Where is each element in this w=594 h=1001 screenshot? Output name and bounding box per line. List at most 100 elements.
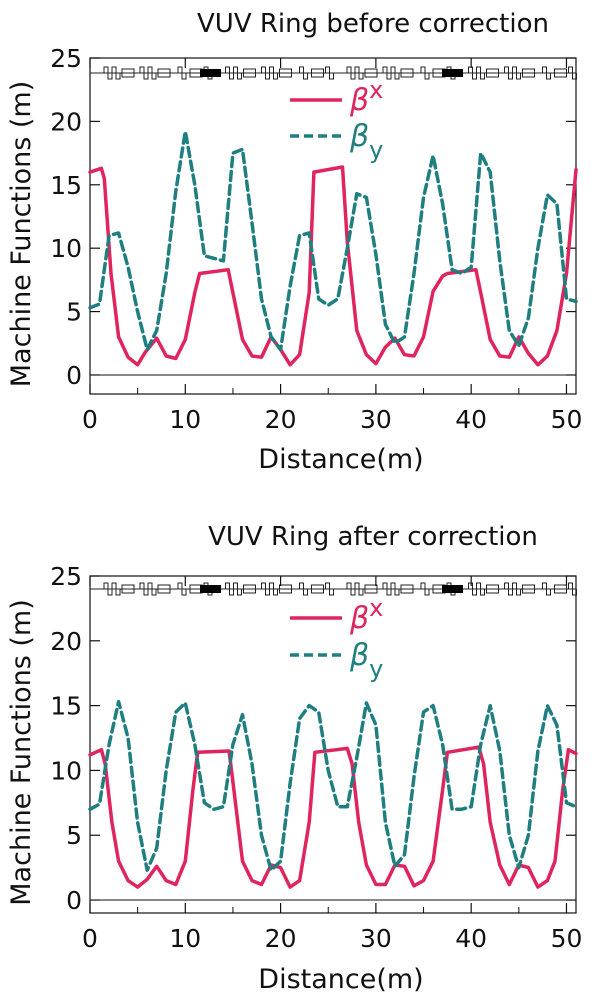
plot-frame (89, 575, 577, 914)
x-tick-label: 10 (169, 924, 201, 953)
chart-before-correction: VUV Ring before correction 0 10 20 30 40 50 0 5 1… (6, 9, 582, 475)
lattice-quadrupole (512, 66, 521, 80)
lattice-quadrupole (468, 66, 477, 80)
legend-label-main: β (349, 601, 369, 636)
x-tick-label: 50 (551, 405, 583, 434)
x-tick-label: 50 (551, 924, 583, 953)
lattice-quadrupole (177, 66, 187, 80)
x-tick-label: 10 (169, 405, 201, 434)
lattice-quadrupole (225, 66, 234, 80)
lattice-quadrupole (390, 582, 400, 596)
lattice-quadrupole (504, 66, 513, 80)
x-tick-label: 30 (360, 405, 392, 434)
y-tick-label: 25 (50, 44, 82, 73)
insertion-device (200, 69, 221, 77)
lattice-quadrupole (468, 582, 477, 596)
lattice-quadrupole (103, 66, 113, 80)
lattice-quadrupole (512, 582, 521, 596)
x-tick-label: 0 (82, 924, 98, 953)
lattice-quadrupole (147, 66, 157, 80)
y-tick-label: 0 (66, 361, 82, 390)
lattice-quadrupole (542, 582, 551, 596)
legend-label-sub: y (369, 136, 383, 164)
plot-frame (89, 57, 577, 395)
y-axis-label: Machine Functions (m) (6, 81, 37, 387)
x-tick-label: 0 (82, 405, 98, 434)
insertion-device (200, 585, 221, 593)
y-tick-label: 15 (50, 171, 82, 200)
lattice-quadrupole (420, 582, 430, 596)
y-tick-label: 5 (66, 298, 82, 327)
lattice-quadrupole (354, 66, 364, 80)
y-tick-label: 0 (66, 886, 82, 915)
x-tick-label: 30 (360, 924, 392, 953)
lattice-quadrupole (382, 66, 392, 80)
lattice-quadrupole (147, 582, 157, 596)
x-axis-label: Distance(m) (258, 964, 423, 995)
legend-label-main: β (349, 83, 369, 118)
y-tick-label: 25 (50, 562, 82, 591)
lattice-quadrupole (476, 582, 485, 596)
lattice-schematic (90, 582, 577, 596)
legend-label: βy (349, 638, 383, 683)
lattice-schematic (90, 66, 577, 80)
lattice-quadrupole (382, 582, 392, 596)
legend-label-sub: y (369, 655, 383, 683)
lattice-quadrupole (354, 582, 364, 596)
chart-title: VUV Ring before correction (197, 9, 549, 39)
y-tick-label: 15 (50, 692, 82, 721)
legend-label: βx (349, 76, 383, 118)
lattice-quadrupole (261, 582, 270, 596)
insertion-device (442, 69, 463, 77)
insertion-device (442, 585, 463, 593)
lattice-quadrupole (504, 582, 513, 596)
lattice-quadrupole (233, 66, 242, 80)
x-tick-label: 40 (455, 405, 487, 434)
lattice-quadrupole (111, 66, 121, 80)
lattice-quadrupole (177, 582, 187, 596)
series-line-beta-x (88, 745, 578, 889)
lattice-quadrupole (390, 66, 400, 80)
legend-label-sub: x (369, 594, 383, 622)
lattice-quadrupole (420, 66, 430, 80)
lattice-quadrupole (139, 66, 149, 80)
lattice-quadrupole (299, 582, 308, 596)
lattice-quadrupole (325, 582, 334, 596)
series-line-beta-y (88, 699, 578, 872)
y-tick-label: 20 (50, 107, 82, 136)
lattice-quadrupole (233, 582, 242, 596)
lattice-quadrupole (299, 66, 308, 80)
lattice-quadrupole (261, 66, 270, 80)
y-tick-label: 10 (50, 234, 82, 263)
x-axis-label: Distance(m) (258, 444, 423, 475)
legend-label: βx (349, 594, 383, 636)
x-tick-label: 40 (455, 924, 487, 953)
lattice-quadrupole (269, 66, 278, 80)
series-line-beta-x (88, 165, 578, 367)
lattice-quadrupole (325, 66, 334, 80)
y-tick-label: 10 (50, 756, 82, 785)
lattice-quadrupole (542, 66, 551, 80)
lattice-quadrupole (346, 66, 356, 80)
chart-title: VUV Ring after correction (208, 522, 538, 552)
lattice-quadrupole (476, 66, 485, 80)
lattice-quadrupole (568, 66, 577, 80)
y-tick-label: 5 (66, 821, 82, 850)
x-tick-label: 20 (265, 405, 297, 434)
lattice-quadrupole (568, 582, 577, 596)
lattice-quadrupole (103, 582, 113, 596)
lattice-quadrupole (111, 582, 121, 596)
legend-label-main: β (349, 638, 369, 673)
lattice-quadrupole (346, 582, 356, 596)
x-tick-label: 20 (265, 924, 297, 953)
legend-label: βy (349, 119, 383, 164)
chart-after-correction: VUV Ring after correction 0 10 20 30 40 50 0 5 10… (6, 522, 582, 995)
lattice-quadrupole (225, 582, 234, 596)
y-axis-label: Machine Functions (m) (6, 599, 37, 905)
legend-label-main: β (349, 119, 369, 154)
y-tick-label: 20 (50, 627, 82, 656)
lattice-quadrupole (139, 582, 149, 596)
series-line-beta-y (88, 129, 578, 352)
lattice-quadrupole (269, 582, 278, 596)
